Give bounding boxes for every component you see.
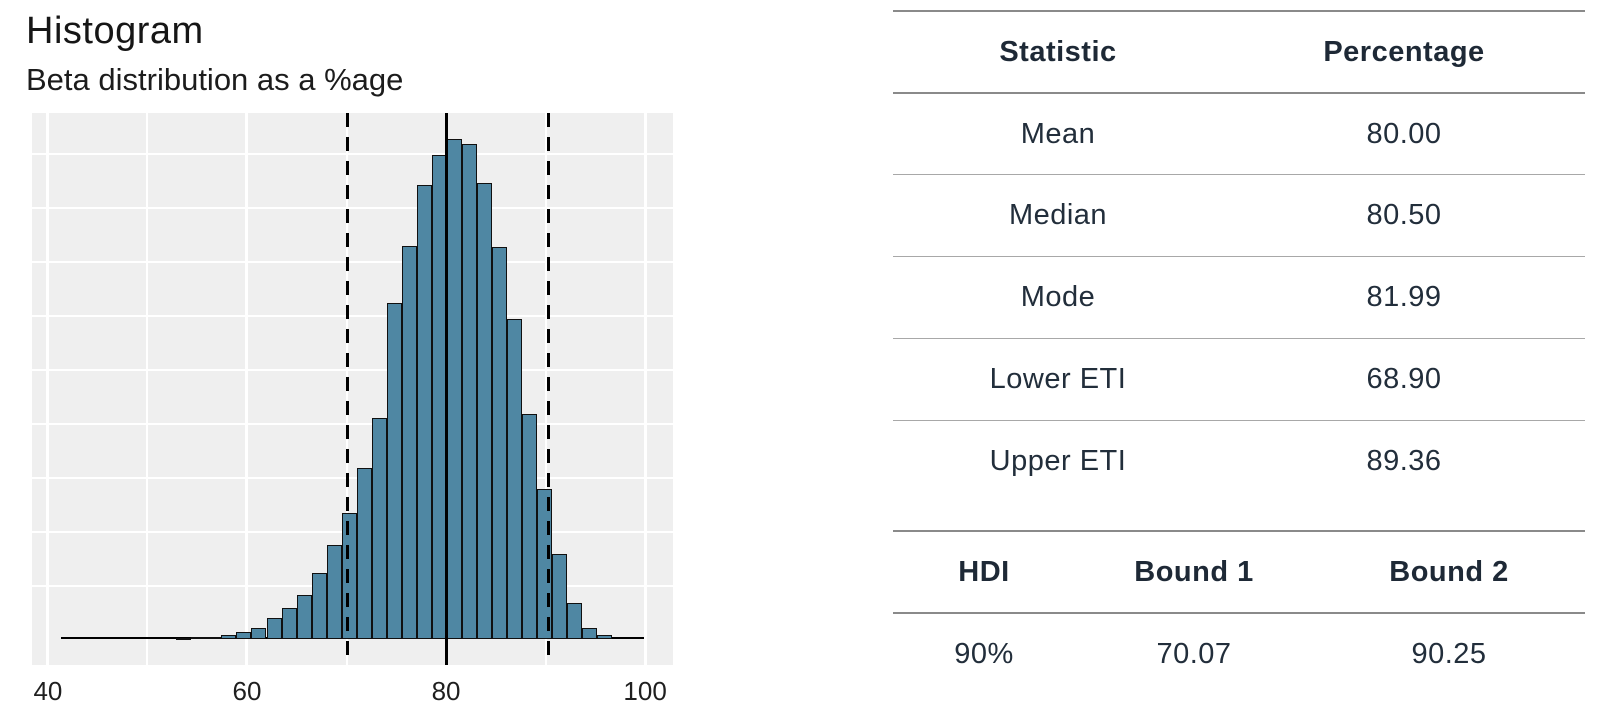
table-row: Mean 80.00	[893, 92, 1585, 174]
histogram-bar	[446, 139, 462, 639]
table-row: 90% 70.07 90.25	[893, 612, 1585, 694]
stat-label-mode: Mode	[1020, 281, 1096, 313]
hdi-bound-dashed-line	[546, 113, 550, 665]
stat-label-mean: Mean	[1020, 117, 1096, 150]
histogram-bar	[522, 414, 538, 639]
table-row: Mode 81.99	[893, 256, 1585, 338]
stats-header-row: Statistic Percentage	[893, 10, 1585, 92]
hdi-header-hdi: HDI	[958, 555, 1010, 588]
gridline-horizontal	[32, 261, 673, 263]
gridline-vertical	[146, 113, 149, 665]
gridline-horizontal	[32, 369, 673, 371]
histogram-bar	[476, 183, 492, 639]
stat-label-upper-eti: Upper ETI	[989, 445, 1127, 477]
histogram-bar	[296, 595, 312, 639]
hdi-value-bound1: 70.07	[1156, 637, 1232, 670]
histogram-bar	[341, 513, 357, 639]
gridline-horizontal	[32, 153, 673, 155]
hdi-value-bound2: 90.25	[1411, 637, 1487, 670]
histogram-bar	[401, 246, 417, 639]
chart-title: Histogram	[26, 10, 204, 52]
table-row: Lower ETI 68.90	[893, 338, 1585, 420]
histogram-bar	[206, 637, 222, 639]
histogram-bar	[537, 489, 553, 639]
stat-value-upper-eti: 89.36	[1366, 445, 1442, 477]
stat-value-mode: 81.99	[1366, 281, 1442, 313]
histogram-bar	[176, 638, 192, 640]
hdi-header-row: HDI Bound 1 Bound 2	[893, 530, 1585, 612]
hdi-bound-dashed-line	[345, 113, 349, 665]
gridline-vertical	[46, 113, 50, 665]
x-axis-tick-label: 60	[232, 676, 262, 706]
histogram-bar	[491, 247, 507, 639]
stats-header-percentage: Percentage	[1323, 35, 1485, 68]
hdi-value-level: 90%	[954, 637, 1014, 670]
stats-header-statistic: Statistic	[999, 35, 1117, 68]
histogram-bar	[582, 628, 598, 639]
hdi-header-bound1: Bound 1	[1134, 555, 1254, 588]
x-axis-tick-label: 80	[431, 676, 461, 706]
gridline-horizontal	[32, 207, 673, 209]
chart-subtitle: Beta distribution as a %age	[26, 62, 404, 97]
stat-value-lower-eti: 68.90	[1366, 363, 1442, 395]
histogram-bar	[567, 603, 583, 639]
histogram-bar	[251, 628, 267, 639]
histogram-bar	[461, 144, 477, 639]
histogram-bar	[597, 635, 613, 639]
stat-value-median: 80.50	[1366, 199, 1442, 231]
histogram-bar	[356, 468, 372, 639]
histogram-bar	[266, 618, 282, 639]
histogram-bar	[221, 635, 237, 639]
x-axis-tick-label: 40	[33, 676, 63, 706]
statistics-table: Statistic Percentage Mean 80.00 Median 8…	[893, 10, 1585, 694]
histogram-bar	[552, 554, 568, 639]
x-axis-tick-label: 100	[623, 676, 667, 706]
hdi-header-bound2: Bound 2	[1389, 555, 1509, 588]
histogram-bar	[236, 632, 252, 639]
gridline-horizontal	[32, 315, 673, 317]
stat-value-mean: 80.00	[1366, 117, 1442, 150]
gridline-vertical	[544, 113, 547, 665]
histogram-bar	[281, 608, 297, 639]
gridline-horizontal	[32, 477, 673, 479]
histogram-bar	[371, 418, 387, 639]
mean-solid-line	[444, 113, 448, 665]
stat-label-lower-eti: Lower ETI	[989, 363, 1127, 395]
histogram-bar	[386, 303, 402, 639]
table-row: Upper ETI 89.36	[893, 420, 1585, 502]
histogram-bar	[191, 637, 207, 639]
gridline-vertical	[245, 113, 249, 665]
histogram-bar	[311, 573, 327, 639]
histogram-bar	[506, 319, 522, 639]
histogram-bar	[326, 545, 342, 639]
table-row: Median 80.50	[893, 174, 1585, 256]
histogram-bar	[416, 185, 432, 639]
histogram-plot-panel	[32, 113, 673, 665]
stat-label-median: Median	[1008, 199, 1108, 231]
gridline-horizontal	[32, 423, 673, 425]
gridline-vertical	[643, 113, 647, 665]
table-section-gap	[893, 502, 1585, 530]
